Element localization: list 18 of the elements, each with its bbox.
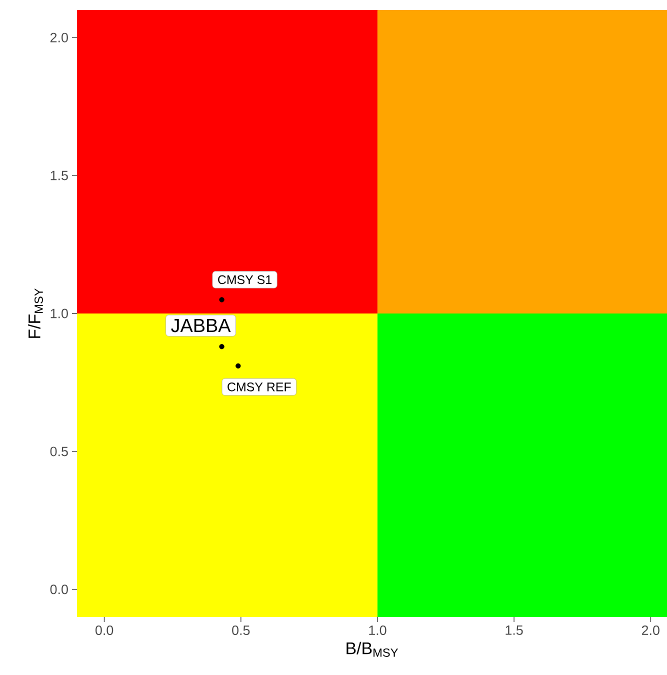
- point: [219, 297, 224, 302]
- x-axis-title: B/B$_{MSY}$: [346, 642, 398, 657]
- x-tick-label: 0.0: [96, 626, 114, 636]
- y-tick-label: 0.5: [50, 446, 68, 456]
- x-tick-label: 2.0: [642, 626, 660, 636]
- point: [236, 363, 241, 369]
- y-tick-label: 0.0: [50, 584, 68, 594]
- x-tick-label: 1.0: [369, 626, 386, 636]
- series-label: CMSY S1: [218, 275, 272, 284]
- x-tick-label: 0.5: [232, 626, 250, 636]
- y-tick-label: 2.0: [50, 32, 68, 42]
- series-label: JABBA: [171, 319, 231, 332]
- y-axis-title: F/F$_{MSY}$: [28, 288, 43, 338]
- series-label: CMSY REF: [228, 382, 291, 392]
- y-tick-label: 1.5: [50, 170, 68, 180]
- point: [219, 344, 224, 350]
- x-tick-label: 1.5: [506, 626, 523, 635]
- y-tick-label: 1.0: [50, 308, 68, 318]
